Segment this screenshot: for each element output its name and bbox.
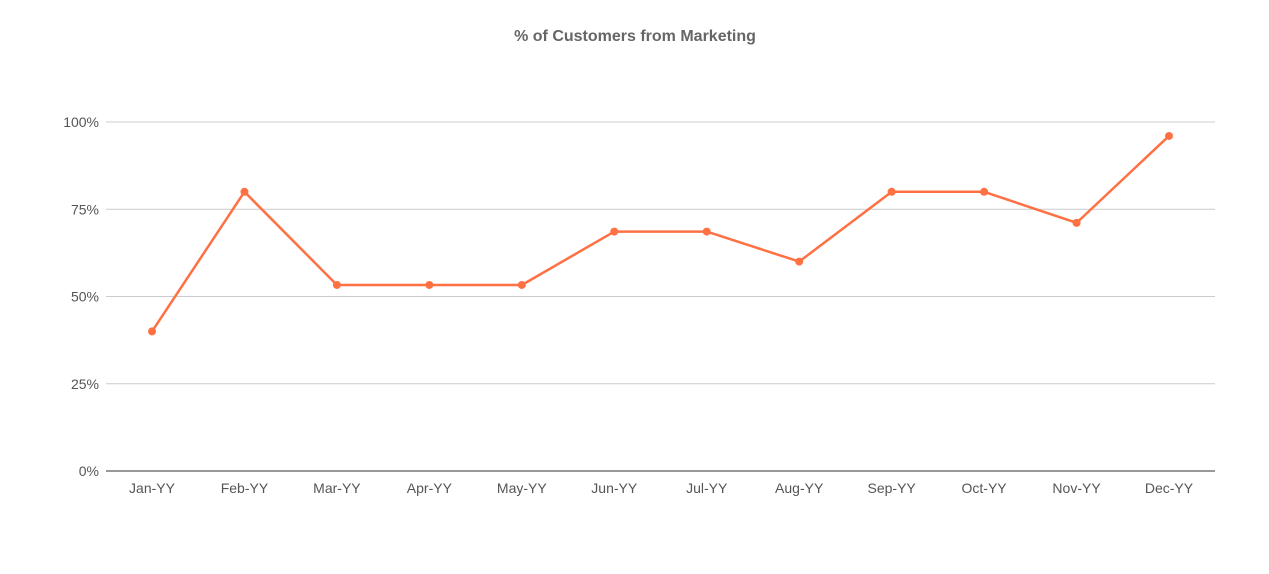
y-tick-label: 75% <box>71 201 99 217</box>
data-point <box>887 187 896 196</box>
x-tick-label: Sep-YY <box>868 480 917 496</box>
data-point <box>425 280 434 289</box>
y-tick-label: 100% <box>63 114 99 130</box>
chart-title: % of Customers from Marketing <box>514 28 756 45</box>
y-tick-label: 50% <box>71 289 99 305</box>
x-axis-ticks: Jan-YY Feb-YY Mar-YY Apr-YY May-YY Jun-YY Jul-… <box>129 480 1194 496</box>
x-tick-label: Dec-YY <box>1145 480 1194 496</box>
series-line <box>150 135 1170 333</box>
data-point <box>148 327 156 336</box>
x-tick-label: Mar-YY <box>313 480 361 496</box>
y-tick-label: 0% <box>79 463 99 479</box>
data-point <box>702 227 711 236</box>
y-tick-label: 25% <box>71 376 99 392</box>
data-point <box>1165 131 1173 140</box>
x-tick-label: Aug-YY <box>775 480 824 496</box>
data-point <box>795 257 804 266</box>
x-tick-label: Apr-YY <box>407 480 453 496</box>
data-point <box>332 280 341 289</box>
data-point <box>517 280 526 289</box>
y-axis-ticks: 0% 25% 50% 75% 100% <box>63 114 99 479</box>
gridlines <box>106 121 1215 385</box>
x-tick-label: Feb-YY <box>221 480 269 496</box>
x-tick-label: Jan-YY <box>129 480 176 496</box>
data-point <box>1072 218 1081 227</box>
x-tick-label: Jun-YY <box>591 480 638 496</box>
data-point <box>240 187 249 196</box>
x-tick-label: Jul-YY <box>686 480 728 496</box>
x-tick-label: Nov-YY <box>1052 480 1101 496</box>
x-tick-label: Oct-YY <box>962 480 1008 496</box>
data-point <box>610 227 619 236</box>
x-tick-label: May-YY <box>497 480 547 496</box>
series-group <box>148 131 1173 336</box>
data-point <box>980 187 989 196</box>
